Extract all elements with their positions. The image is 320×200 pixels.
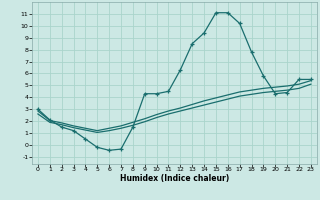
- X-axis label: Humidex (Indice chaleur): Humidex (Indice chaleur): [120, 174, 229, 183]
